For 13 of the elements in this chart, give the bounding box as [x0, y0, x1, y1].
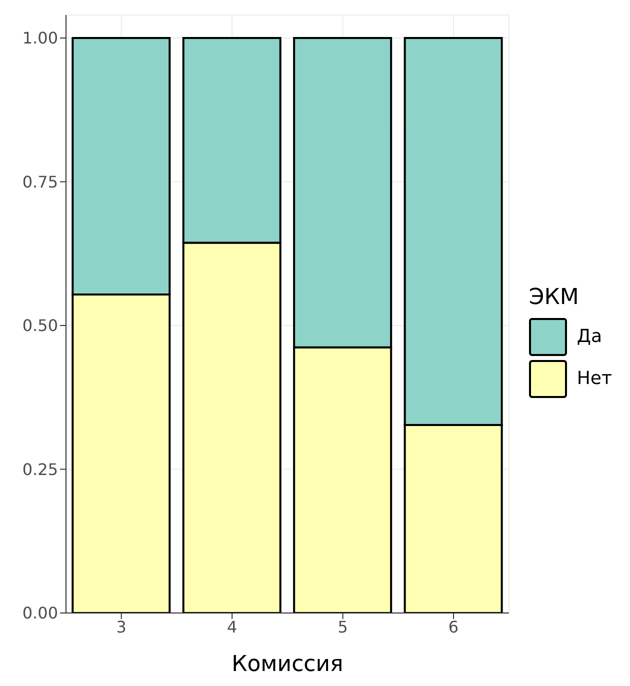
- y-tick-label: 0.50: [22, 316, 58, 336]
- x-tick-label: 4: [226, 617, 238, 636]
- y-tick-label: 1.00: [22, 28, 58, 48]
- legend-title: ЭКМ: [528, 284, 580, 310]
- legend-label: Нет: [576, 368, 612, 389]
- x-tick-label: 6: [448, 617, 459, 636]
- y-tick-label: 0.00: [22, 604, 58, 623]
- x-tick-label: 5: [338, 617, 348, 636]
- x-tick-label: 3: [116, 617, 126, 636]
- y-tick-label: 0.75: [22, 172, 58, 192]
- y-tick-label: 0.25: [22, 460, 58, 479]
- legend-label: Да: [576, 326, 602, 347]
- x-axis-title: Комиссия: [232, 652, 344, 677]
